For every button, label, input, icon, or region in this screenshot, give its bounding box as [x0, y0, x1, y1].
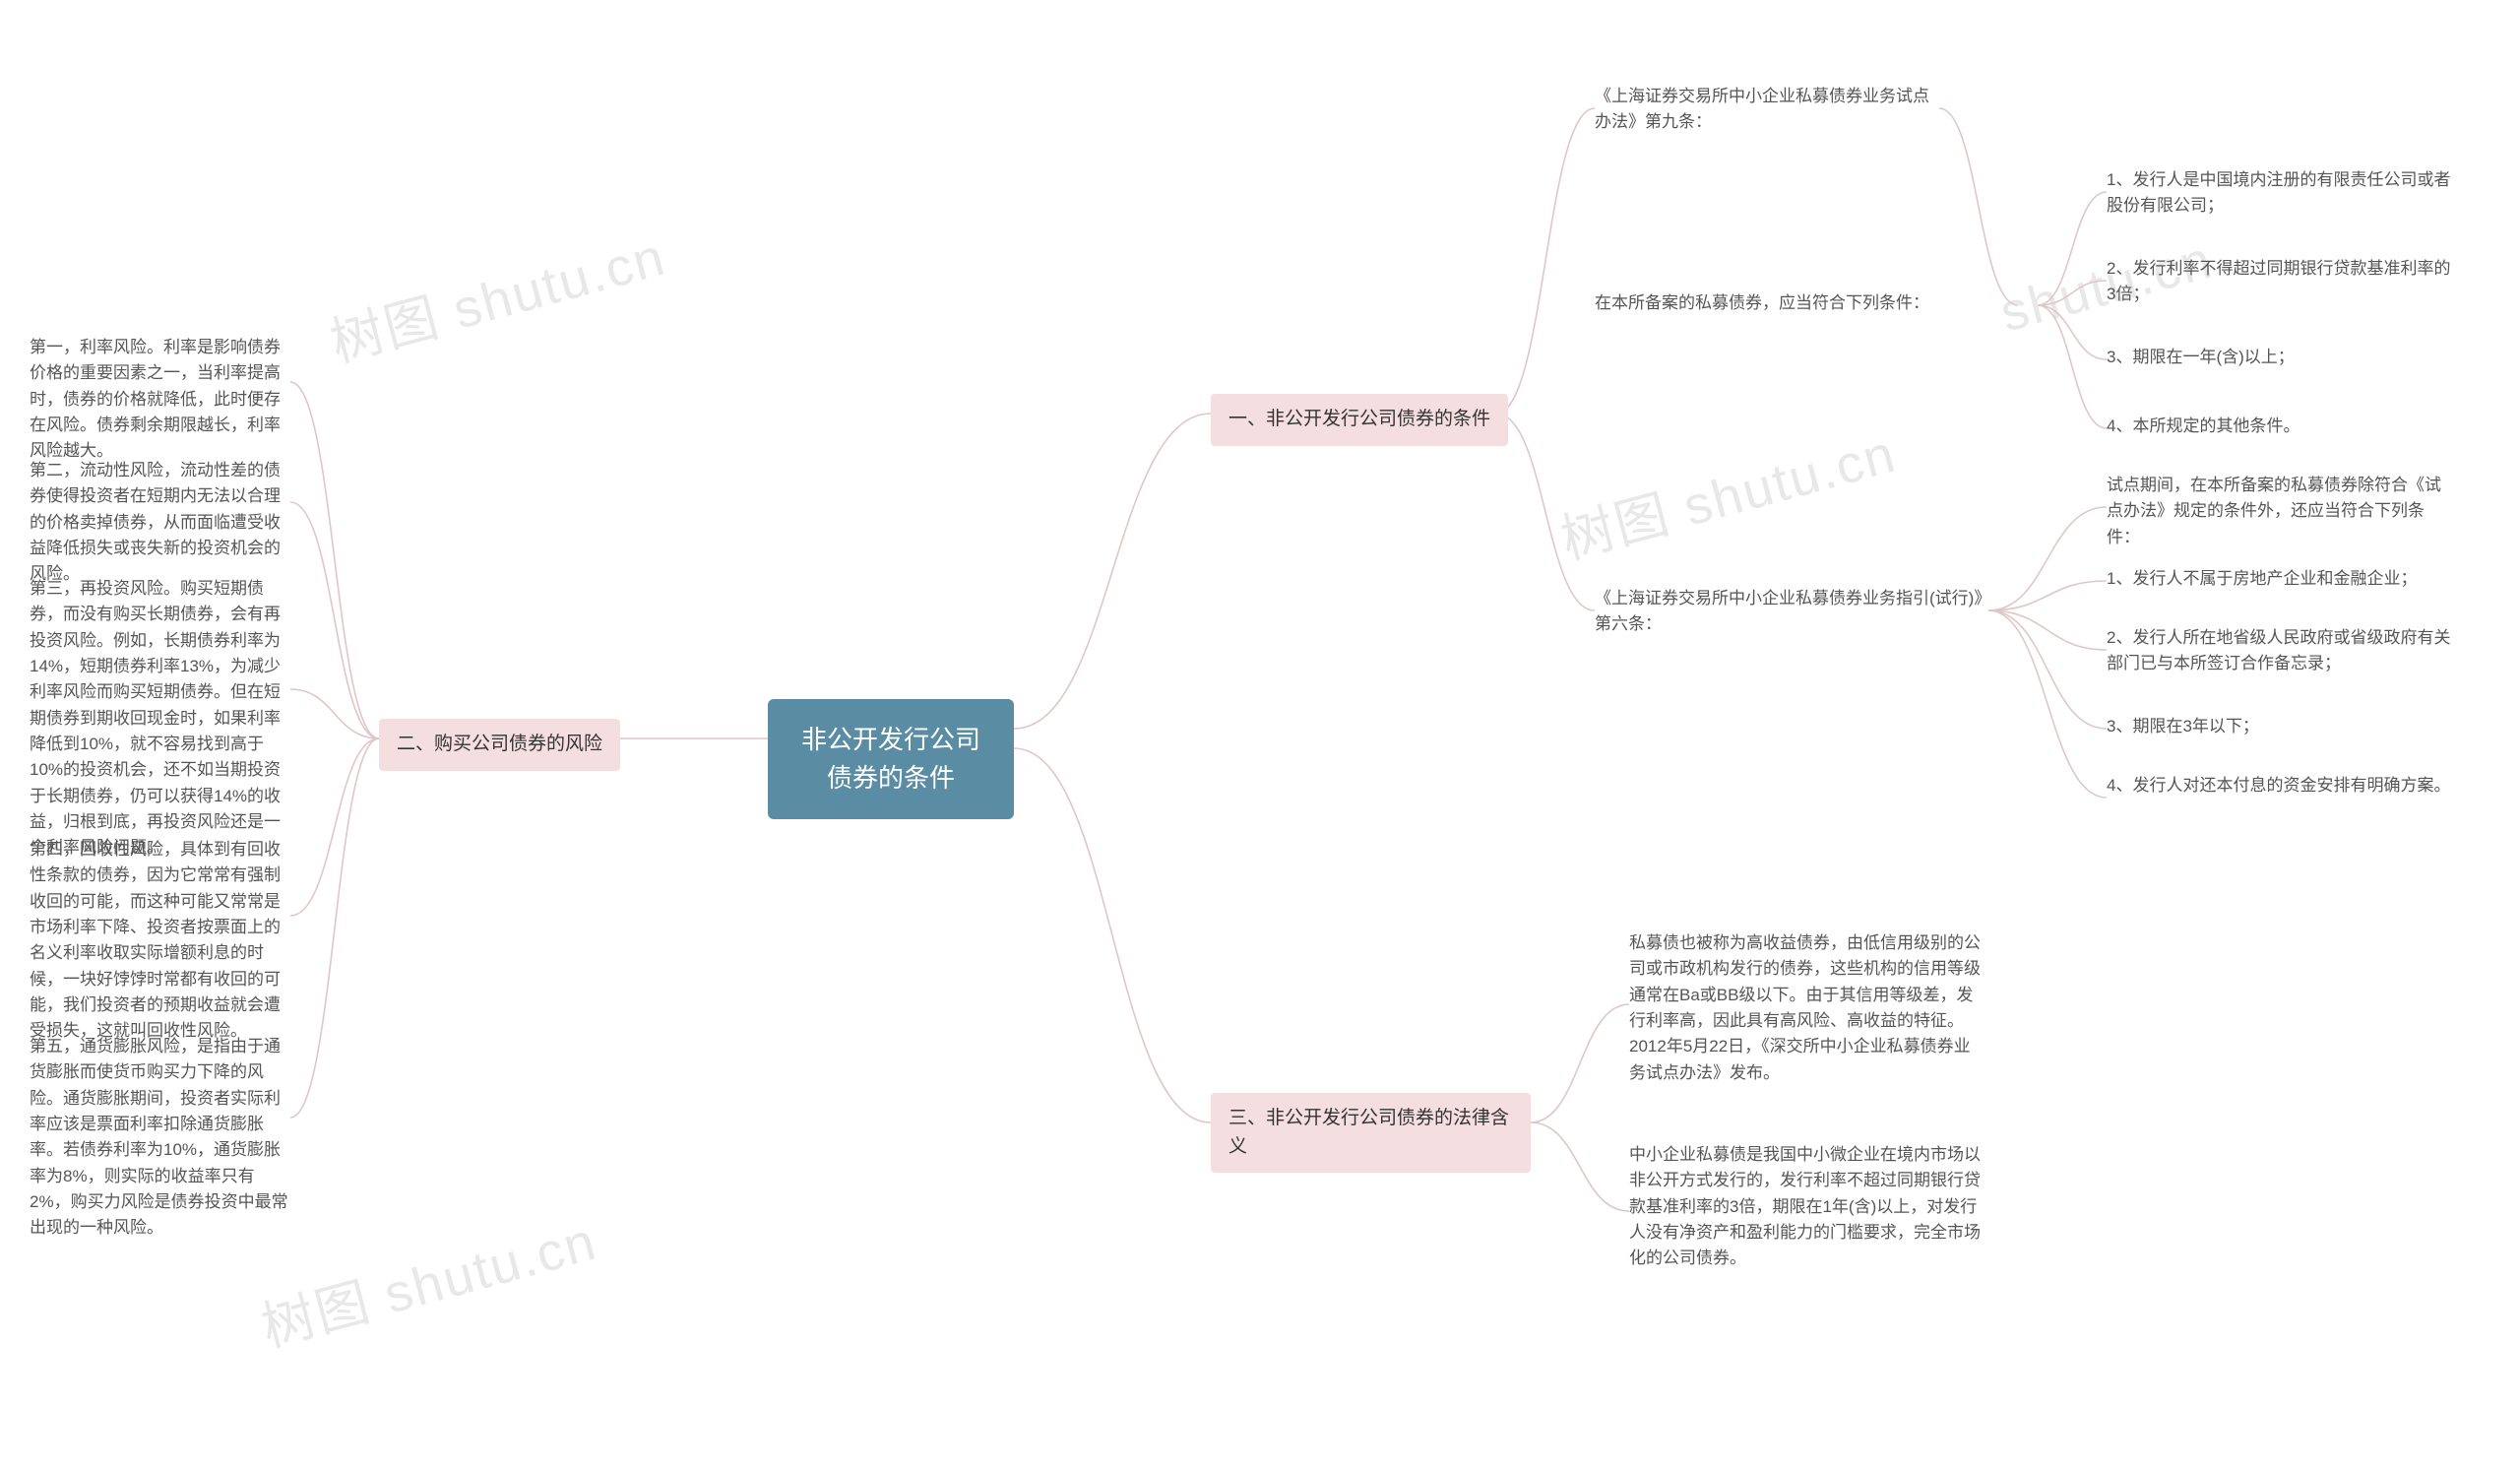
- leaf-text: 1、发行人是中国境内注册的有限责任公司或者股份有限公司；: [2107, 170, 2450, 215]
- leaf-text: 中小企业私募债是我国中小微企业在境内市场以非公开方式发行的，发行利率不超过同期银…: [1629, 1145, 1981, 1267]
- leaf-issuer-company: 1、发行人是中国境内注册的有限责任公司或者股份有限公司；: [2107, 167, 2451, 220]
- leaf-filing-conditions: 在本所备案的私募债券，应当符合下列条件：: [1595, 290, 2008, 316]
- branch-conditions: 一、非公开发行公司债券的条件: [1211, 394, 1508, 446]
- leaf-rate-cap: 2、发行利率不得超过同期银行贷款基准利率的3倍；: [2107, 256, 2451, 308]
- leaf-text: 第一，利率风险。利率是影响债券价格的重要因素之一，当利率提高时，债券的价格就降低…: [30, 338, 281, 460]
- leaf-not-realestate: 1、发行人不属于房地产企业和金融企业；: [2107, 566, 2451, 592]
- leaf-text: 第二，流动性风险，流动性差的债券使得投资者在短期内无法以合理的价格卖掉债券，从而…: [30, 461, 281, 583]
- branch-label: 三、非公开发行公司债券的法律含义: [1228, 1108, 1509, 1157]
- leaf-text: 第三，再投资风险。购买短期债券，而没有购买长期债券，会有再投资风险。例如，长期债…: [30, 579, 281, 857]
- branch-risks: 二、购买公司债券的风险: [379, 719, 620, 771]
- leaf-other-conditions: 4、本所规定的其他条件。: [2107, 414, 2451, 439]
- leaf-text: 试点期间，在本所备案的私募债券除符合《试点办法》规定的条件外，还应当符合下列条件…: [2107, 476, 2441, 546]
- watermark: 树图 shutu.cn: [1551, 410, 1904, 574]
- leaf-text: 私募债也被称为高收益债券，由低信用级别的公司或市政机构发行的债券，这些机构的信用…: [1629, 933, 1981, 1082]
- leaf-text: 第四，回收性风险，具体到有回收性条款的债券，因为它常常有强制收回的可能，而这种可…: [30, 840, 281, 1040]
- leaf-text: 在本所备案的私募债券，应当符合下列条件：: [1595, 293, 1929, 312]
- leaf-text: 2、发行人所在地省级人民政府或省级政府有关部门已与本所签订合作备忘录；: [2107, 628, 2450, 672]
- watermark: 树图 shutu.cn: [252, 1197, 604, 1362]
- root-label: 非公开发行公司债券的条件: [801, 725, 980, 793]
- leaf-text: 第五，通货膨胀风险，是指由于通货膨胀而使货币购买力下降的风险。通货膨胀期间，投资…: [30, 1037, 288, 1237]
- leaf-call-risk: 第四，回收性风险，具体到有回收性条款的债券，因为它常常有强制收回的可能，而这种可…: [30, 837, 290, 1045]
- leaf-sse-article9: 《上海证券交易所中小企业私募债券业务试点办法》第九条：: [1595, 84, 1939, 136]
- leaf-pilot-period: 试点期间，在本所备案的私募债券除符合《试点办法》规定的条件外，还应当符合下列条件…: [2107, 473, 2451, 550]
- leaf-gov-memo: 2、发行人所在地省级人民政府或省级政府有关部门已与本所签订合作备忘录；: [2107, 625, 2451, 677]
- leaf-text: 4、本所规定的其他条件。: [2107, 416, 2300, 435]
- leaf-text: 2、发行利率不得超过同期银行贷款基准利率的3倍；: [2107, 259, 2450, 303]
- leaf-text: 3、期限在一年(含)以上；: [2107, 348, 2295, 366]
- leaf-repay-plan: 4、发行人对还本付息的资金安排有明确方案。: [2107, 773, 2451, 799]
- leaf-term-min: 3、期限在一年(含)以上；: [2107, 345, 2451, 370]
- leaf-text: 1、发行人不属于房地产企业和金融企业；: [2107, 569, 2417, 588]
- leaf-private-bond-def: 私募债也被称为高收益债券，由低信用级别的公司或市政机构发行的债券，这些机构的信用…: [1629, 930, 1984, 1086]
- leaf-reinvest-risk: 第三，再投资风险。购买短期债券，而没有购买长期债券，会有再投资风险。例如，长期债…: [30, 576, 290, 862]
- leaf-text: 《上海证券交易所中小企业私募债券业务试点办法》第九条：: [1595, 87, 1929, 131]
- leaf-text: 《上海证券交易所中小企业私募债券业务指引(试行)》第六条：: [1595, 589, 1983, 633]
- root-node: 非公开发行公司债券的条件: [768, 699, 1014, 819]
- branch-legal-meaning: 三、非公开发行公司债券的法律含义: [1211, 1093, 1531, 1173]
- leaf-interest-risk: 第一，利率风险。利率是影响债券价格的重要因素之一，当利率提高时，债券的价格就降低…: [30, 335, 290, 465]
- leaf-inflation-risk: 第五，通货膨胀风险，是指由于通货膨胀而使货币购买力下降的风险。通货膨胀期间，投资…: [30, 1034, 290, 1242]
- watermark: 树图 shutu.cn: [321, 213, 673, 377]
- branch-label: 一、非公开发行公司债券的条件: [1228, 409, 1490, 429]
- leaf-text: 4、发行人对还本付息的资金安排有明确方案。: [2107, 776, 2450, 795]
- branch-label: 二、购买公司债券的风险: [397, 734, 602, 754]
- leaf-text: 3、期限在3年以下；: [2107, 717, 2259, 736]
- leaf-term-max3: 3、期限在3年以下；: [2107, 714, 2451, 739]
- leaf-liquidity-risk: 第二，流动性风险，流动性差的债券使得投资者在短期内无法以合理的价格卖掉债券，从而…: [30, 458, 290, 588]
- leaf-sse-guideline6: 《上海证券交易所中小企业私募债券业务指引(试行)》第六条：: [1595, 586, 1988, 638]
- leaf-sme-private-bond: 中小企业私募债是我国中小微企业在境内市场以非公开方式发行的，发行利率不超过同期银…: [1629, 1142, 1984, 1272]
